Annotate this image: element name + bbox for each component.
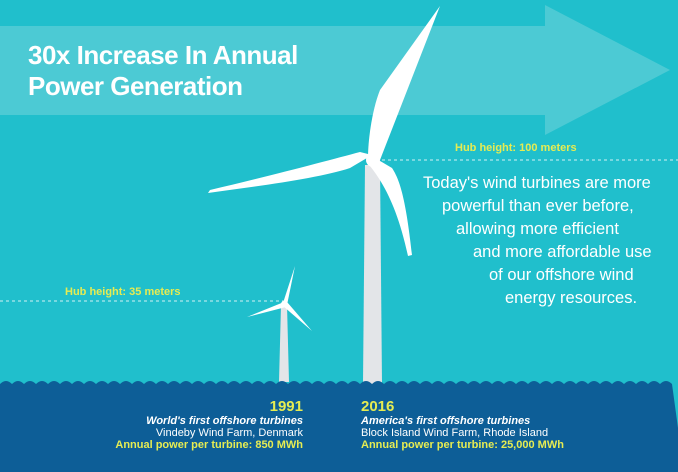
title-line: Power Generation <box>28 71 243 101</box>
small-turbine <box>247 266 312 382</box>
paragraph-line: energy resources. <box>505 289 638 307</box>
location: Block Island Wind Farm, Rhode Island <box>361 427 549 439</box>
page-title: 30x Increase In Annual Power Generation <box>28 40 298 102</box>
title-line: 30x Increase In Annual <box>28 40 298 70</box>
paragraph-line: and more affordable use <box>473 243 652 261</box>
year: 1991 <box>269 398 303 415</box>
paragraph-line: Today's wind turbines are more <box>423 174 651 192</box>
paragraph-line: powerful than ever before, <box>442 197 634 215</box>
right-info: 2016 America's first offshore turbines B… <box>361 398 564 451</box>
annual-power: Annual power per turbine: 850 MWh <box>115 439 303 451</box>
sea <box>0 381 678 472</box>
location: Vindeby Wind Farm, Denmark <box>155 427 303 439</box>
subtitle: America's first offshore turbines <box>361 415 531 427</box>
year: 2016 <box>361 398 395 415</box>
large-turbine <box>208 6 440 384</box>
hub-height-small: Hub height: 35 meters <box>65 286 181 298</box>
left-info: 1991 World's first offshore turbines Vin… <box>115 398 303 451</box>
annual-power: Annual power per turbine: 25,000 MWh <box>361 439 564 451</box>
paragraph-line: allowing more efficient <box>456 220 619 238</box>
subtitle: World's first offshore turbines <box>146 415 303 427</box>
paragraph-line: of our offshore wind <box>489 266 634 284</box>
hub-height-large: Hub height: 100 meters <box>455 142 577 154</box>
growth-arrow <box>0 5 670 135</box>
